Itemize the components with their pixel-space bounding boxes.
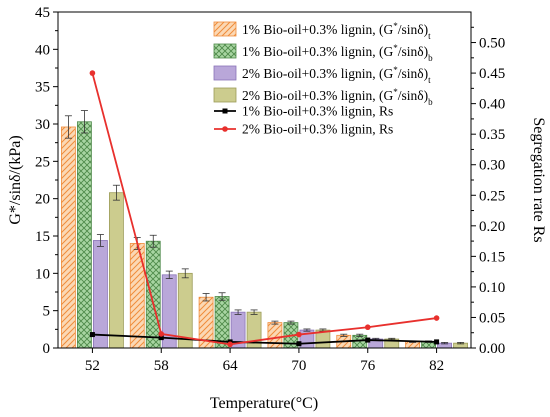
x-tick-label: 64 <box>223 358 239 374</box>
error-bar-s4-52 <box>112 184 120 201</box>
right-y-axis-label: Segregation rate Rs <box>530 117 547 242</box>
line-point-2-70 <box>296 331 302 338</box>
legend-label-bar-2: 1% Bio-oil+0.3% lignin, (G*/sinδ)b <box>242 43 433 63</box>
legend-swatch-bar-3 <box>213 65 237 81</box>
left-tick-label: 20 <box>35 192 50 208</box>
legend-label-bar-3: 2% Bio-oil+0.3% lignin, (G*/sinδ)t <box>242 65 431 85</box>
error-bar-s2-58 <box>149 234 157 248</box>
left-tick-label: 0 <box>43 341 51 357</box>
legend-marker-line-1 <box>222 108 228 114</box>
error-bar-s3-82 <box>441 341 449 345</box>
left-tick-label: 35 <box>35 80 50 96</box>
plot-area <box>61 70 468 349</box>
error-bar-s2-52 <box>80 110 88 134</box>
error-bar-s4-82 <box>457 341 465 345</box>
x-tick-label: 70 <box>291 358 306 374</box>
right-tick-label: 0.50 <box>479 36 505 52</box>
error-bar-s2-76 <box>356 333 364 337</box>
line-point-2-76 <box>364 324 371 331</box>
legend-label-line-1: 1% Bio-oil+0.3% lignin, Rs <box>242 104 393 119</box>
error-bar-s2-64 <box>218 292 226 301</box>
error-bar-s1-52 <box>64 115 72 139</box>
right-tick-label: 0.00 <box>479 341 505 357</box>
line-point-1-70 <box>296 341 302 347</box>
error-bar-s1-70 <box>271 320 279 325</box>
bar-s1-52 <box>61 126 76 349</box>
error-bar-s1-76 <box>340 333 348 337</box>
right-tick-label: 0.40 <box>479 97 505 113</box>
bar-s2-52 <box>77 121 92 349</box>
line-point-2-58 <box>158 331 165 337</box>
right-axis: 0.00 0.05 0.10 0.15 0.20 0.25 0.30 0.35 0.40 0.45… <box>471 26 505 357</box>
legend-swatch-bar-1 <box>213 21 237 37</box>
bar-s4-52 <box>109 192 124 349</box>
line-point-2-82 <box>433 315 440 321</box>
bar-s3-52 <box>93 240 108 349</box>
left-tick-label: 25 <box>35 154 50 170</box>
error-bar-s3-58 <box>165 270 173 279</box>
error-bar-s4-64 <box>250 309 258 315</box>
bar-s2-76 <box>352 334 368 349</box>
bottom-axis: 52 58 64 70 76 82 <box>85 348 444 374</box>
error-bar-s2-70 <box>287 320 295 325</box>
left-tick-label: 5 <box>43 304 51 320</box>
bar-s2-58 <box>145 240 161 349</box>
left-tick-label: 30 <box>35 117 50 133</box>
x-tick-label: 82 <box>429 358 444 374</box>
legend-label-line-2: 2% Bio-oil+0.3% lignin, Rs <box>242 122 393 137</box>
x-axis-label: Temperature(°C) <box>210 395 318 412</box>
x-tick-label: 76 <box>360 358 376 374</box>
legend: 1% Bio-oil+0.3% lignin, (G*/sinδ)t1% Bio… <box>213 21 433 137</box>
left-tick-label: 45 <box>35 5 50 21</box>
x-tick-label: 52 <box>85 358 100 374</box>
line-point-1-76 <box>365 337 371 343</box>
error-bar-s1-64 <box>202 293 210 302</box>
right-tick-label: 0.30 <box>479 158 505 174</box>
left-tick-label: 10 <box>35 266 50 282</box>
legend-swatch-bar-2 <box>213 43 237 59</box>
line-point-2-52 <box>89 70 96 76</box>
left-tick-label: 15 <box>35 229 50 245</box>
left-tick-label: 40 <box>35 42 50 58</box>
bar-s1-70 <box>267 322 283 349</box>
left-axis: 0 5 10 15 20 25 30 35 40 45 <box>35 5 58 357</box>
right-tick-label: 0.05 <box>479 310 505 326</box>
right-tick-label: 0.20 <box>479 219 505 235</box>
line-point-2-64 <box>227 341 233 348</box>
line-point-1-82 <box>434 339 440 345</box>
right-tick-label: 0.15 <box>479 249 505 265</box>
right-tick-label: 0.35 <box>479 127 505 143</box>
legend-label-bar-4: 2% Bio-oil+0.3% lignin, (G*/sinδ)b <box>242 87 433 107</box>
error-bar-s4-58 <box>181 268 189 279</box>
line-point-1-52 <box>89 332 95 338</box>
right-tick-label: 0.10 <box>479 280 505 296</box>
error-bar-s3-70 <box>303 328 311 332</box>
line-point-1-58 <box>158 335 164 341</box>
legend-marker-line-2 <box>222 126 228 132</box>
legend-label-bar-1: 1% Bio-oil+0.3% lignin, (G*/sinδ)t <box>242 21 431 41</box>
legend-swatch-bar-4 <box>213 87 237 103</box>
right-tick-label: 0.25 <box>479 188 505 204</box>
line-series-1 <box>92 333 437 345</box>
error-bar-s3-52 <box>96 234 104 247</box>
error-bar-s3-64 <box>234 309 242 315</box>
line-series-2 <box>91 72 437 346</box>
right-tick-label: 0.45 <box>479 66 505 82</box>
x-tick-label: 58 <box>154 358 169 374</box>
y-axis-label: G*/sinδ/(kPa) <box>7 135 24 224</box>
